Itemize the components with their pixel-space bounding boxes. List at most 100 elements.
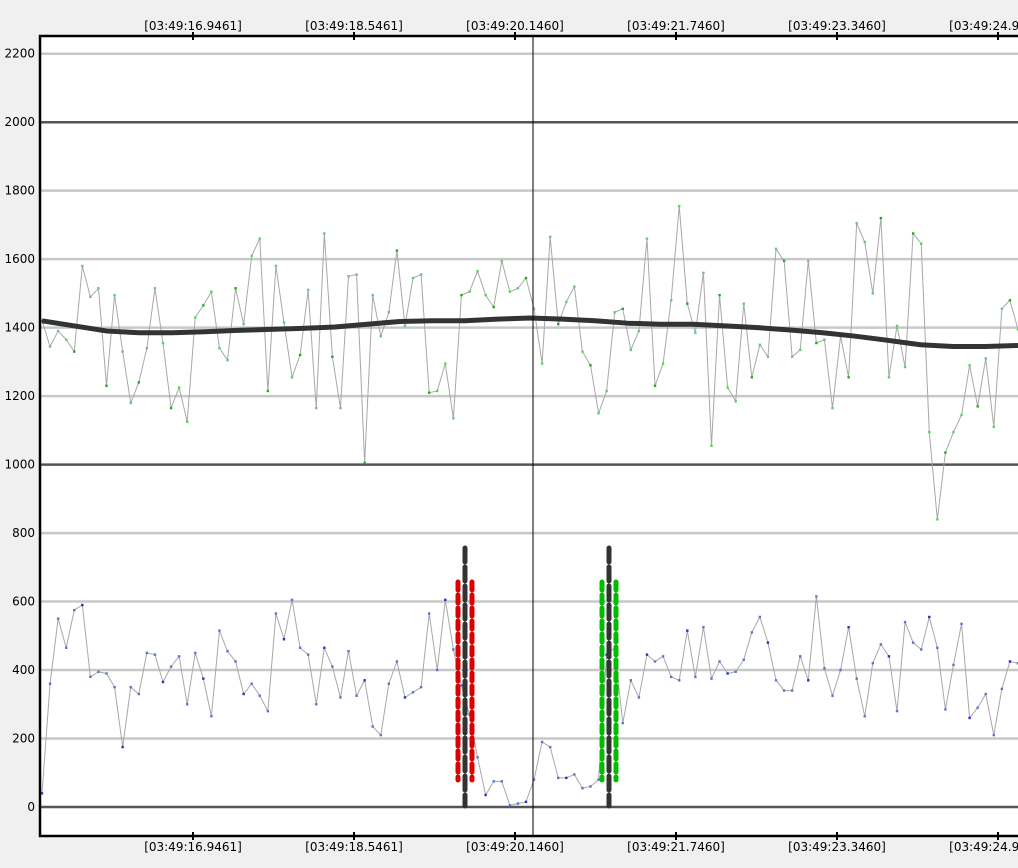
y-tick-label-1400: 1400 [4, 321, 35, 335]
upper-point-37 [339, 406, 342, 410]
lower-point-19 [194, 651, 197, 655]
x-tick-label-top-1: [03:49:18.5461] [305, 19, 403, 33]
lower-point-88 [750, 631, 754, 634]
upper-point-71 [613, 311, 616, 314]
lower-point-96 [815, 595, 818, 598]
y-tick-label-2200: 2200 [4, 47, 35, 61]
x-tick-label-top-4: [03:49:23.3460] [788, 19, 886, 33]
lower-point-85 [726, 672, 729, 675]
upper-point-109 [920, 242, 923, 245]
upper-point-80 [686, 302, 689, 305]
lower-point-114 [960, 622, 963, 626]
upper-point-118 [992, 425, 996, 429]
upper-point-85 [726, 386, 729, 389]
upper-point-19 [194, 316, 197, 319]
upper-point-63 [548, 235, 552, 239]
upper-point-26 [250, 254, 253, 257]
x-tick-label-top-5: [03:49:24.9460] [949, 19, 1018, 33]
upper-point-91 [774, 247, 778, 251]
upper-point-18 [185, 420, 189, 423]
upper-point-3 [64, 338, 68, 341]
lower-point-68 [589, 785, 592, 788]
lower-point-47 [419, 685, 423, 689]
upper-point-25 [242, 323, 245, 326]
upper-point-76 [653, 384, 657, 388]
upper-point-30 [282, 321, 286, 324]
upper-point-15 [161, 341, 165, 345]
lower-point-51 [452, 648, 455, 651]
y-tick-label-1200: 1200 [4, 389, 35, 403]
upper-point-105 [887, 376, 891, 379]
lower-point-16 [169, 665, 173, 668]
upper-point-84 [718, 293, 721, 297]
upper-point-96 [815, 341, 818, 345]
upper-point-94 [799, 348, 802, 352]
lower-point-18 [185, 703, 189, 706]
upper-point-23 [226, 358, 229, 362]
lower-point-94 [799, 655, 802, 658]
upper-point-31 [290, 376, 294, 379]
upper-point-59 [516, 287, 520, 290]
lower-point-102 [863, 715, 866, 718]
upper-point-55 [484, 293, 487, 297]
lower-point-21 [210, 715, 213, 718]
lower-point-82 [702, 626, 705, 629]
lower-point-76 [653, 660, 657, 663]
lower-point-28 [266, 709, 270, 713]
lower-point-50 [444, 598, 447, 602]
lower-point-86 [734, 670, 737, 673]
lower-point-107 [903, 620, 907, 624]
lower-point-93 [790, 689, 794, 692]
lower-point-59 [516, 802, 520, 805]
x-tick-label-bottom-2: [03:49:20.1460] [466, 840, 564, 854]
upper-point-50 [444, 362, 447, 365]
upper-point-70 [605, 389, 608, 393]
lower-point-6 [89, 675, 92, 679]
upper-point-6 [89, 295, 92, 299]
lower-point-11 [129, 685, 132, 689]
x-tick-label-bottom-4: [03:49:23.3460] [788, 840, 886, 854]
lower-point-0 [40, 792, 44, 795]
upper-point-41 [371, 293, 374, 297]
upper-point-97 [823, 338, 826, 341]
x-tick-label-bottom-1: [03:49:18.5461] [305, 840, 403, 854]
upper-point-36 [331, 355, 334, 358]
lower-point-108 [911, 641, 915, 644]
upper-point-58 [508, 290, 512, 293]
upper-point-117 [984, 357, 987, 360]
lower-point-61 [532, 778, 536, 781]
upper-point-49 [436, 389, 439, 393]
upper-point-108 [911, 232, 915, 235]
upper-point-119 [1000, 307, 1004, 311]
plot-frame [38, 34, 1018, 838]
upper-point-27 [258, 237, 261, 240]
lower-point-12 [137, 692, 140, 696]
upper-point-1 [48, 345, 52, 348]
upper-point-83 [710, 444, 713, 447]
upper-point-46 [411, 276, 415, 280]
y-tick-label-2000: 2000 [4, 115, 35, 129]
lower-point-60 [524, 800, 528, 804]
upper-point-86 [734, 400, 737, 403]
y-tick-label-1600: 1600 [4, 252, 35, 266]
upper-point-39 [355, 273, 358, 276]
upper-point-102 [863, 240, 866, 244]
lower-point-66 [573, 773, 576, 776]
upper-point-52 [460, 293, 463, 297]
upper-point-40 [363, 461, 366, 465]
lower-point-26 [250, 682, 253, 685]
lower-point-118 [992, 733, 996, 737]
lower-point-115 [968, 716, 971, 720]
x-tick-label-top-2: [03:49:20.1460] [466, 19, 564, 33]
upper-point-4 [73, 350, 76, 353]
lower-point-111 [936, 646, 939, 649]
lower-point-121 [1016, 661, 1018, 665]
lower-point-74 [637, 696, 641, 699]
upper-point-7 [97, 287, 100, 290]
lower-point-49 [436, 668, 439, 672]
lower-point-77 [661, 655, 665, 658]
lower-point-2 [56, 617, 60, 620]
lower-point-69 [597, 778, 600, 781]
